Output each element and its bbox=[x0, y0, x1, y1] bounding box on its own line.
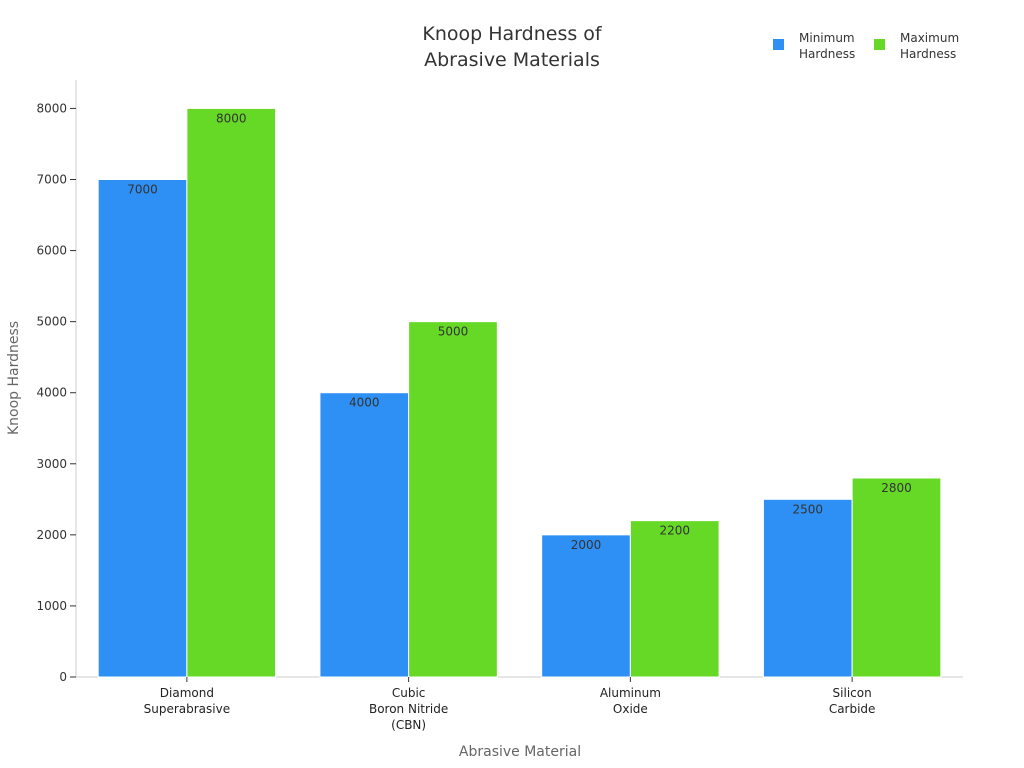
chart-title: Knoop Hardness of Abrasive Materials bbox=[422, 23, 603, 71]
bar bbox=[186, 107, 277, 678]
data-label: 7000 bbox=[127, 183, 158, 197]
bar bbox=[408, 321, 498, 678]
data-label: 4000 bbox=[349, 396, 380, 410]
y-tick-label: 1000 bbox=[36, 599, 67, 613]
bar bbox=[97, 179, 188, 678]
y-tick-label: 5000 bbox=[36, 315, 67, 329]
legend-swatch bbox=[773, 39, 784, 50]
legend-label: Maximum Hardness bbox=[900, 31, 959, 61]
legend-label-line: Maximum bbox=[900, 31, 959, 45]
x-tick-label-line: Aluminum bbox=[600, 686, 661, 700]
data-labels: 7000 8000 4000 5000 2000 2200 2500 2800 bbox=[127, 111, 911, 551]
chart-title-text: Knoop Hardness of Abrasive Materials bbox=[422, 23, 603, 71]
chart-title-text-line: Abrasive Materials bbox=[424, 49, 600, 71]
data-label: 2000 bbox=[571, 538, 602, 552]
x-tick-label-line: Carbide bbox=[829, 702, 876, 716]
y-tick-label: 7000 bbox=[36, 173, 67, 187]
x-tick-label-line: Silicon bbox=[833, 686, 872, 700]
x-axis-title: Abrasive Material bbox=[459, 744, 581, 760]
x-tick-label-line: Boron Nitride bbox=[369, 702, 448, 716]
x-tick-label: Silicon Carbide bbox=[829, 686, 876, 716]
bar bbox=[541, 534, 631, 678]
data-label: 5000 bbox=[438, 325, 469, 339]
bar bbox=[851, 477, 942, 678]
legend-label-line: Hardness bbox=[799, 47, 855, 61]
y-axis-title: Knoop Hardness bbox=[6, 321, 22, 435]
x-tick-label: Cubic Boron Nitride (CBN) bbox=[369, 686, 448, 732]
bar bbox=[629, 520, 720, 678]
y-tick-label: 3000 bbox=[36, 457, 67, 471]
data-label: 2200 bbox=[659, 524, 690, 538]
legend-label-line: Hardness bbox=[900, 47, 956, 61]
y-tick-label: 0 bbox=[59, 670, 67, 684]
data-label: 2500 bbox=[793, 502, 824, 516]
legend: Minimum Hardness Maximum Hardness bbox=[773, 31, 959, 61]
y-tick-label: 2000 bbox=[36, 528, 67, 542]
legend-label: Minimum Hardness bbox=[799, 31, 855, 61]
x-tick-label-line: Cubic bbox=[392, 686, 426, 700]
bars bbox=[97, 107, 942, 678]
y-ticks: 0 1000 2000 3000 4000 5000 6000 7000 8000 bbox=[36, 101, 76, 684]
x-tick-labels: Diamond Superabrasive Cubic Boron Nitride (C… bbox=[144, 677, 876, 732]
x-tick-label: Aluminum Oxide bbox=[600, 686, 661, 716]
x-tick-label-line: Diamond bbox=[160, 686, 214, 700]
y-tick-label: 4000 bbox=[36, 386, 67, 400]
data-label: 2800 bbox=[881, 481, 912, 495]
bar bbox=[319, 392, 410, 678]
y-tick-label: 6000 bbox=[36, 244, 67, 258]
bar bbox=[762, 498, 853, 678]
legend-label-line: Minimum bbox=[799, 31, 855, 45]
x-tick-label-line: Oxide bbox=[613, 702, 648, 716]
data-label: 8000 bbox=[216, 111, 247, 125]
legend-swatch bbox=[874, 39, 885, 50]
x-tick-label-line: Superabrasive bbox=[144, 702, 230, 716]
y-tick-label: 8000 bbox=[36, 101, 67, 115]
x-tick-label: Diamond Superabrasive bbox=[144, 686, 230, 716]
x-tick-label-line: (CBN) bbox=[391, 718, 426, 732]
chart-title-text-line: Knoop Hardness of bbox=[422, 23, 603, 45]
